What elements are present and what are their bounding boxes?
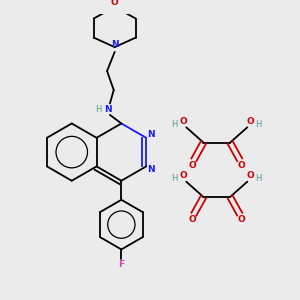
Text: O: O: [246, 172, 254, 181]
Text: N: N: [147, 130, 155, 140]
Text: H: H: [255, 120, 261, 129]
Text: O: O: [179, 172, 187, 181]
Text: O: O: [188, 161, 196, 170]
Text: N: N: [111, 40, 118, 49]
Text: H: H: [172, 174, 178, 183]
Text: N: N: [147, 165, 155, 174]
Text: O: O: [179, 117, 187, 126]
Text: N: N: [104, 105, 112, 114]
Text: H: H: [95, 105, 102, 114]
Text: O: O: [246, 117, 254, 126]
Text: H: H: [255, 174, 261, 183]
Text: F: F: [118, 260, 124, 269]
Text: O: O: [238, 161, 245, 170]
Text: H: H: [172, 120, 178, 129]
Text: O: O: [188, 215, 196, 224]
Text: O: O: [111, 0, 119, 7]
Text: O: O: [238, 215, 245, 224]
